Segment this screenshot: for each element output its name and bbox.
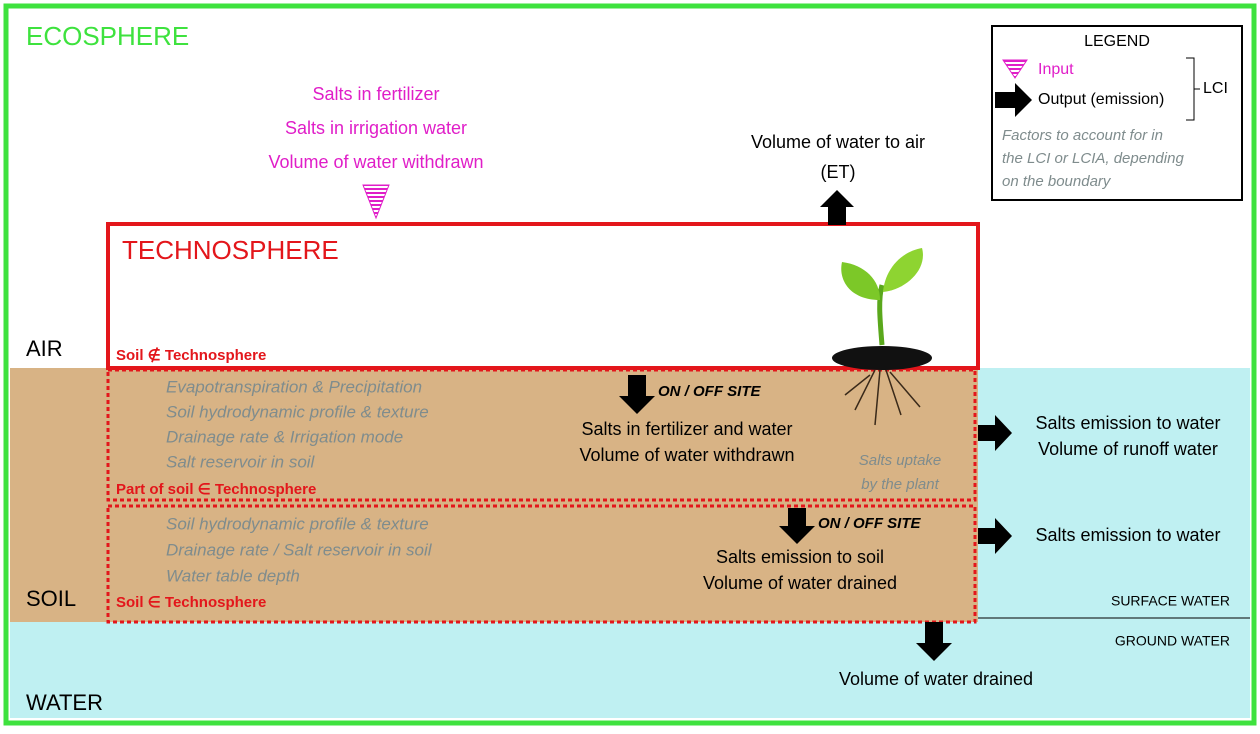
surface-water-label: SURFACE WATER xyxy=(1111,593,1230,609)
ecosphere-title: ECOSPHERE xyxy=(26,21,189,51)
legend-output: Output (emission) xyxy=(1038,91,1164,108)
legend-input-marker xyxy=(1002,59,1028,79)
input-marker xyxy=(362,184,390,220)
flow: Volume of water withdrawn xyxy=(579,445,794,465)
arrow-surface xyxy=(978,518,1012,554)
lci-bracket xyxy=(1186,57,1200,121)
factor: Evapotranspiration & Precipitation xyxy=(166,377,422,396)
output: Volume of runoff water xyxy=(1038,439,1218,459)
input-text: Salts in irrigation water xyxy=(285,118,467,138)
input-text: Volume of water withdrawn xyxy=(268,152,483,172)
arrow-et xyxy=(820,190,854,225)
flow: Volume of water drained xyxy=(703,573,897,593)
air-output: (ET) xyxy=(821,162,856,182)
soil-band xyxy=(10,368,978,622)
arrow-lower xyxy=(779,508,815,544)
ground-output: Volume of water drained xyxy=(839,669,1033,689)
ecosphere-border xyxy=(3,3,1257,726)
zone-label: Part of soil ∈ Technosphere xyxy=(116,481,316,498)
surface-water xyxy=(978,368,1250,622)
arrow-upper xyxy=(619,375,655,414)
air-output: Volume of water to air xyxy=(751,132,925,152)
zone-label: Soil ∉ Technosphere xyxy=(116,347,266,364)
output: Salts emission to water xyxy=(1035,413,1220,433)
input-text: Salts in fertilizer xyxy=(312,84,439,104)
air-label: AIR xyxy=(26,336,63,361)
zone-label: Soil ∈ Technosphere xyxy=(116,594,266,611)
legend-title: LEGEND xyxy=(1084,33,1150,50)
output: Salts emission to water xyxy=(1035,525,1220,545)
uptake: Salts uptake xyxy=(859,452,942,469)
flow: Salts in fertilizer and water xyxy=(581,419,792,439)
zone-lower xyxy=(106,504,977,624)
plant xyxy=(832,248,932,426)
factor: Soil hydrodynamic profile & texture xyxy=(166,402,429,421)
factor: Soil hydrodynamic profile & texture xyxy=(166,514,429,533)
legend-note: Factors to account for in xyxy=(1002,127,1163,144)
water-label: WATER xyxy=(26,690,103,715)
legend-box xyxy=(991,25,1243,201)
technosphere-title: TECHNOSPHERE xyxy=(122,235,339,265)
flow: Salts emission to soil xyxy=(716,547,884,567)
site-label: ON / OFF SITE xyxy=(818,515,921,532)
arrow-ground xyxy=(916,622,952,661)
zone-upper xyxy=(106,368,977,502)
technosphere-box xyxy=(106,222,980,370)
arrow-runoff xyxy=(978,415,1012,451)
legend-note: on the boundary xyxy=(1002,173,1112,190)
ground-water xyxy=(10,622,1250,718)
factor: Drainage rate / Salt reservoir in soil xyxy=(166,540,433,559)
ground-water-label: GROUND WATER xyxy=(1115,633,1230,649)
factor: Water table depth xyxy=(166,566,300,585)
legend-input: Input xyxy=(1038,61,1074,78)
site-label: ON / OFF SITE xyxy=(658,383,761,400)
factor: Salt reservoir in soil xyxy=(166,452,316,471)
legend-note: the LCI or LCIA, depending xyxy=(1002,150,1184,167)
uptake: by the plant xyxy=(861,476,939,493)
legend-lci: LCI xyxy=(1203,80,1228,97)
legend-output-arrow xyxy=(995,83,1032,117)
soil-label: SOIL xyxy=(26,586,76,611)
factor: Drainage rate & Irrigation mode xyxy=(166,427,403,446)
